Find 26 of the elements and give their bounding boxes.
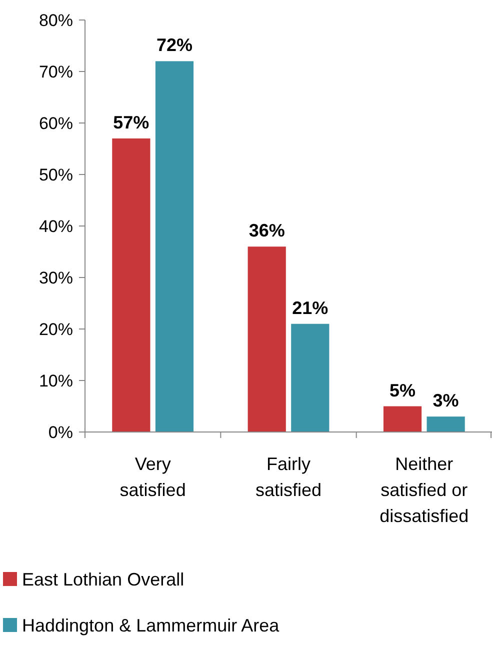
data-label: 72% xyxy=(156,35,192,56)
x-tick-label: Neither satisfied or dissatisfied xyxy=(380,454,469,526)
y-tick-label: 70% xyxy=(38,62,73,82)
legend-label: East Lothian Overall xyxy=(22,569,184,590)
data-label: 57% xyxy=(113,112,150,132)
y-tick-label: 20% xyxy=(38,320,73,339)
y-tick-label: 30% xyxy=(38,268,73,288)
bar xyxy=(426,416,465,432)
legend-label: Haddington & Lammermuir Area xyxy=(22,615,280,636)
y-tick-label: 40% xyxy=(38,216,73,236)
data-label: 5% xyxy=(390,380,416,400)
y-tick-label: 10% xyxy=(38,371,73,390)
bar xyxy=(383,406,422,432)
y-tick-label: 80% xyxy=(38,10,73,30)
bar xyxy=(155,61,194,432)
x-tick-label: Fairly satisfied xyxy=(255,454,322,500)
bar xyxy=(248,246,286,432)
bar xyxy=(291,324,330,432)
y-tick-label: 0% xyxy=(48,422,73,442)
data-label: 21% xyxy=(292,298,328,318)
data-label: 36% xyxy=(248,220,285,241)
bar xyxy=(112,138,150,432)
x-tick-label: Very satisfied xyxy=(120,454,186,500)
y-tick-label: 50% xyxy=(38,165,73,184)
y-tick-label: 60% xyxy=(38,114,73,133)
data-label: 3% xyxy=(432,390,459,411)
